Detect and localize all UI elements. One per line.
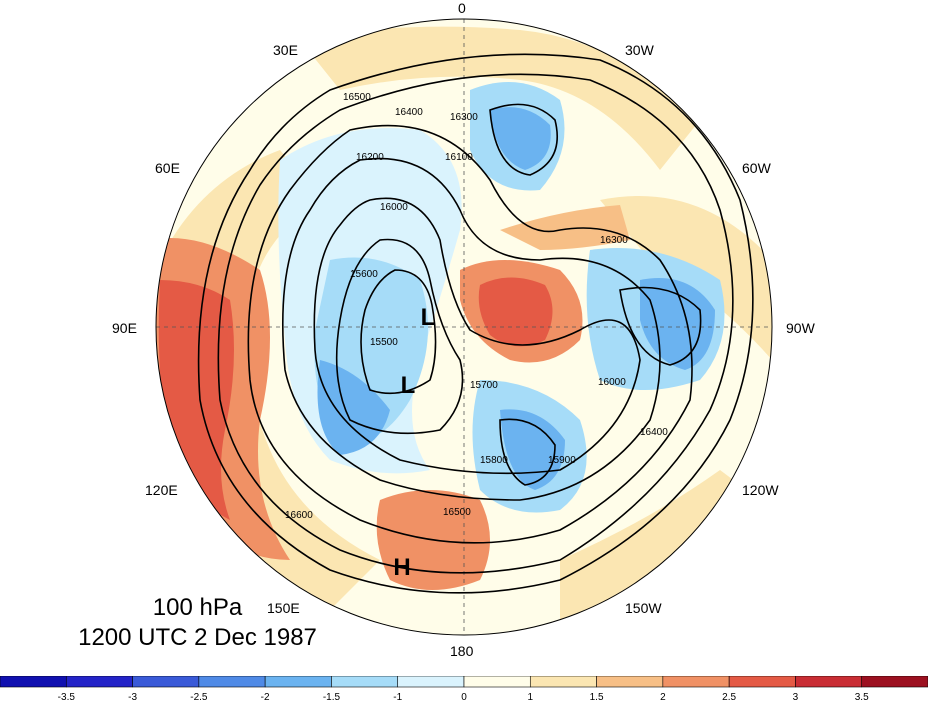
colorbar-tick-label: -2 — [261, 692, 270, 702]
lon-label-90w: 90W — [786, 320, 815, 336]
contour-label: 15700 — [470, 380, 498, 391]
colorbar-box — [65, 676, 133, 688]
colorbar-tick-label: 2 — [660, 692, 666, 702]
contour-label: 16100 — [445, 152, 473, 163]
colorbar-box — [529, 676, 597, 688]
colorbar-tick-label: -3 — [128, 692, 137, 702]
contour-label: 16500 — [343, 92, 371, 103]
contour-label: 16200 — [356, 152, 384, 163]
contour-label: 15600 — [350, 269, 378, 280]
level-caption: 100 hPa — [152, 594, 243, 621]
lon-label-30e: 30E — [273, 42, 298, 58]
lon-label-150e: 150E — [267, 600, 300, 616]
colorbar-tick-label: 3.5 — [855, 692, 869, 702]
graticule — [156, 19, 772, 635]
low-center-north: L — [421, 304, 436, 331]
colorbar-tick-label: 3 — [793, 692, 799, 702]
contour-label: 16300 — [450, 112, 478, 123]
contour-label: 15500 — [370, 337, 398, 348]
map-boundary — [155, 18, 773, 636]
colorbar-box — [198, 676, 266, 688]
contour-label: 16000 — [380, 202, 408, 213]
contour-label: 16300 — [600, 235, 628, 246]
colorbar-box — [0, 676, 67, 688]
contour-labels: 16500 16400 16300 16200 16100 16000 1590… — [285, 92, 668, 521]
colorbar-box — [331, 676, 399, 688]
colorbar-box — [463, 676, 531, 688]
colorbar-tick-label: 1.5 — [590, 692, 604, 702]
colorbar: -3.5 -3 -2.5 -2 -1.5 -1 0 1 1.5 2 2.5 3 3.5 — [0, 676, 928, 702]
time-caption: 1200 UTC 2 Dec 1987 — [78, 624, 317, 651]
lon-label-180: 180 — [450, 643, 474, 659]
contour-label: 16000 — [598, 377, 626, 388]
colorbar-tick-label: -1.5 — [323, 692, 341, 702]
contour-label: 15800 — [480, 455, 508, 466]
colorbar-tick-label: -2.5 — [190, 692, 208, 702]
lon-label-60e: 60E — [155, 160, 180, 176]
colorbar-box — [795, 676, 863, 688]
high-center: H — [393, 554, 410, 581]
colorbar-tick-label: -3.5 — [58, 692, 76, 702]
lon-label-120w: 120W — [742, 482, 779, 498]
colorbar-box — [397, 676, 465, 688]
colorbar-box — [662, 676, 730, 688]
colorbar-box — [132, 676, 200, 688]
colorbar-box — [596, 676, 664, 688]
contour-label: 16400 — [640, 427, 668, 438]
colorbar-tick-label: 1 — [528, 692, 534, 702]
lon-label-150w: 150W — [625, 600, 662, 616]
colorbar-tick-label: -1 — [393, 692, 402, 702]
colorbar-box — [861, 676, 928, 688]
low-center-south: L — [401, 372, 416, 399]
height-contours — [197, 53, 754, 594]
contour-label: 16400 — [395, 107, 423, 118]
contour-label: 16600 — [285, 510, 313, 521]
colorbar-tick-label: 2.5 — [722, 692, 736, 702]
lon-label-30w: 30W — [625, 42, 654, 58]
colorbar-box — [728, 676, 796, 688]
lon-label-0: 0 — [458, 0, 466, 16]
lon-label-120e: 120E — [145, 482, 178, 498]
colorbar-box — [264, 676, 332, 688]
contour-label: 16500 — [443, 507, 471, 518]
lon-label-90e: 90E — [112, 320, 137, 336]
colorbar-tick-label: 0 — [461, 692, 467, 702]
contour-label: 15900 — [548, 455, 576, 466]
lon-label-60w: 60W — [742, 160, 771, 176]
